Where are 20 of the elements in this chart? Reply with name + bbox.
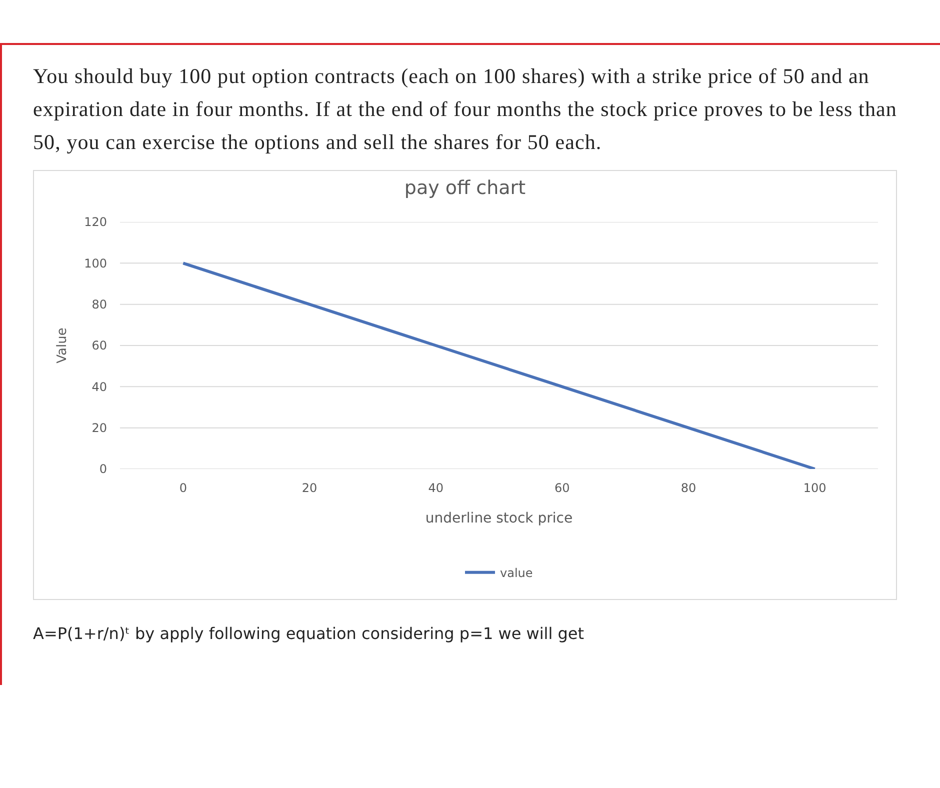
y-tick-label: 20	[92, 421, 107, 436]
y-axis-title: Value	[55, 328, 70, 364]
y-tick-label: 60	[92, 338, 107, 353]
text: You should buy 100 put option contracts (each on 100 shares) with a strike price of 50 and an expiration date in four months. If at the end of four months the stock price proves to be less than 50, you can exercise the options and sell the shares for 50 each.	[33, 63, 898, 156]
y-tick-label: 0	[99, 462, 107, 476]
x-tick-label: 100	[803, 481, 826, 495]
legend-label: value	[500, 566, 533, 580]
x-axis-title: underline stock price	[425, 510, 573, 526]
x-tick-label: 80	[680, 481, 696, 495]
y-tick-label: 100	[84, 256, 107, 270]
x-tick-label: 0	[179, 481, 187, 495]
y-tick-label: 80	[92, 298, 107, 312]
x-tick-label: 20	[302, 481, 318, 495]
line-series	[182, 262, 816, 469]
text: A=P(1+r/n)ᵗ by apply following equation considering p=1 we will get	[33, 624, 586, 643]
y-tick-label: 40	[92, 380, 107, 394]
x-tick-label: 60	[554, 481, 570, 495]
chart-title: pay off chart	[404, 176, 526, 199]
y-tick-label: 120	[84, 215, 107, 230]
x-tick-label: 40	[428, 481, 444, 495]
